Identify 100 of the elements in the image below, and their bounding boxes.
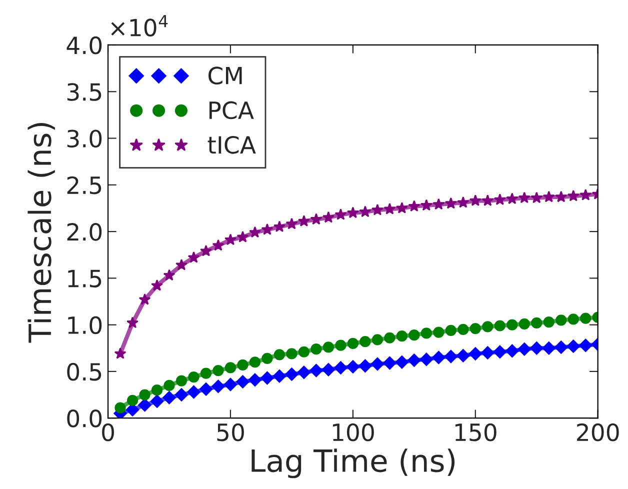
point xyxy=(456,349,470,362)
point xyxy=(346,360,360,374)
point xyxy=(408,354,421,367)
x-tick-label: 50 xyxy=(217,423,244,442)
point xyxy=(444,197,457,209)
point xyxy=(224,234,236,246)
point xyxy=(554,340,568,354)
point xyxy=(494,320,506,332)
point xyxy=(248,373,262,386)
point xyxy=(126,316,138,328)
point xyxy=(542,190,555,202)
y-tick-label: 0.0 xyxy=(67,410,102,428)
point xyxy=(334,361,348,374)
point xyxy=(310,344,322,355)
point xyxy=(408,330,420,341)
point xyxy=(445,324,456,336)
point xyxy=(272,370,286,383)
point xyxy=(262,352,273,364)
point xyxy=(360,336,371,348)
point xyxy=(506,192,518,204)
point xyxy=(420,328,432,339)
point xyxy=(420,352,433,366)
x-tick-label: 100 xyxy=(332,423,374,442)
point xyxy=(384,202,396,214)
legend-label: CM xyxy=(208,66,242,85)
point xyxy=(566,340,580,353)
point xyxy=(396,202,408,214)
y-tick-label: 4.0 xyxy=(66,36,102,54)
x-tick-label: 150 xyxy=(455,423,496,442)
point xyxy=(530,192,543,204)
y-tick-label: 3.0 xyxy=(67,130,102,148)
point xyxy=(212,239,224,251)
y-tick-label: 3.5 xyxy=(67,83,102,101)
point xyxy=(420,199,432,211)
point xyxy=(458,324,469,336)
point xyxy=(285,368,298,381)
point xyxy=(212,380,225,393)
point xyxy=(371,204,384,216)
y-tick-label: 0.5 xyxy=(67,362,102,381)
point xyxy=(126,403,140,416)
point xyxy=(322,363,336,376)
point xyxy=(188,371,200,383)
point xyxy=(114,402,126,414)
point xyxy=(176,375,188,386)
point xyxy=(199,382,213,396)
point xyxy=(174,388,188,402)
point xyxy=(359,206,372,218)
point xyxy=(334,208,347,220)
point xyxy=(518,318,530,330)
point xyxy=(457,196,470,208)
text: ×10$^{4}$ xyxy=(111,15,168,37)
point xyxy=(555,190,568,202)
y-tick-label: 1.0 xyxy=(68,316,102,334)
point xyxy=(164,380,175,392)
point xyxy=(568,314,579,325)
point xyxy=(176,258,188,270)
x-tick-label: 200 xyxy=(577,423,619,442)
point xyxy=(274,349,286,360)
point xyxy=(212,364,224,376)
x-tick-label: 0 xyxy=(102,423,114,442)
point xyxy=(469,194,482,206)
point xyxy=(126,394,138,406)
point xyxy=(151,384,163,396)
point xyxy=(470,322,481,334)
point xyxy=(260,371,274,385)
point xyxy=(298,346,310,358)
point xyxy=(138,293,151,305)
point xyxy=(138,398,152,412)
point xyxy=(322,211,334,223)
point xyxy=(248,226,261,238)
point xyxy=(372,334,383,346)
point xyxy=(237,359,248,370)
point xyxy=(273,220,286,232)
point xyxy=(346,206,359,218)
point xyxy=(358,359,372,372)
point xyxy=(567,190,580,202)
point xyxy=(543,316,554,328)
point xyxy=(556,314,567,326)
point xyxy=(444,350,458,364)
y-axis-title: Timescale (ns) xyxy=(28,123,55,343)
point xyxy=(261,223,274,235)
point xyxy=(163,269,176,281)
point xyxy=(493,345,506,358)
point xyxy=(580,188,592,200)
point xyxy=(114,347,126,359)
point xyxy=(151,279,163,291)
legend-label: tICA xyxy=(208,136,256,154)
point xyxy=(530,342,544,355)
point xyxy=(187,385,200,399)
point xyxy=(518,192,530,204)
point xyxy=(286,218,298,230)
point xyxy=(531,317,542,329)
point xyxy=(298,215,310,226)
point xyxy=(310,364,323,378)
legend-label: PCA xyxy=(210,101,254,120)
point xyxy=(383,356,396,370)
y-tick-label: 1.5 xyxy=(68,270,102,288)
point xyxy=(432,198,445,210)
point xyxy=(224,378,238,392)
point xyxy=(139,389,150,400)
